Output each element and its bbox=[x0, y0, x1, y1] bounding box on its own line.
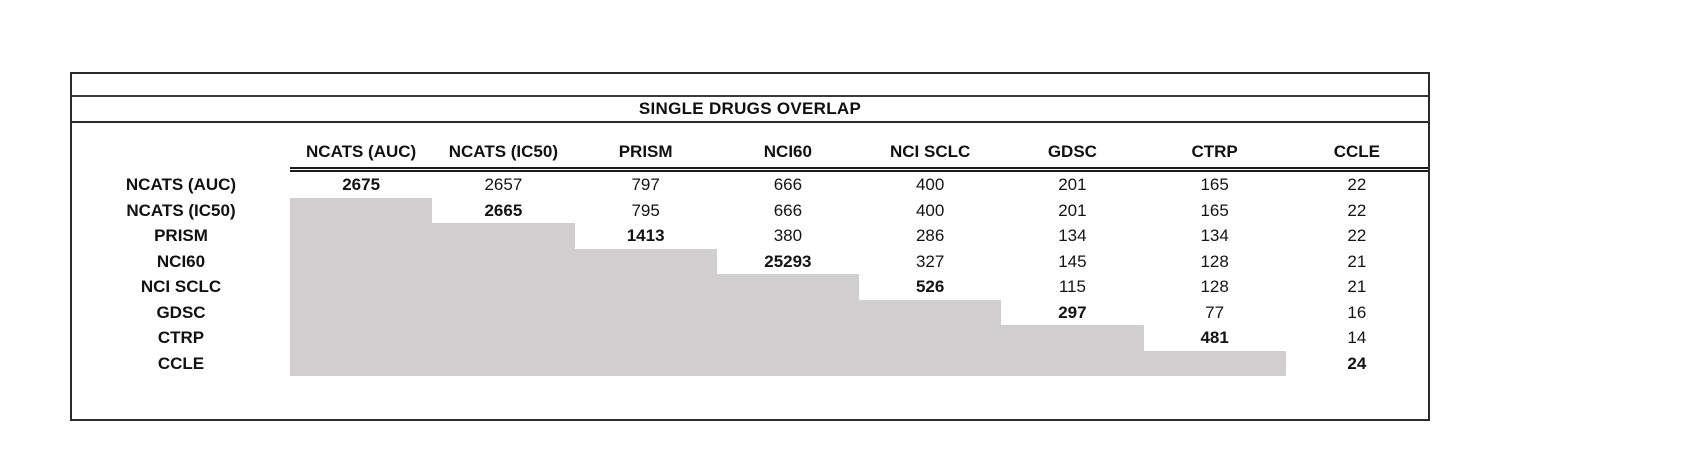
matrix-cell bbox=[716, 299, 859, 325]
matrix-cell: 115 bbox=[1058, 277, 1086, 296]
matrix-cell: 134 bbox=[1200, 226, 1229, 245]
row-header: NCATS (AUC) bbox=[125, 175, 237, 194]
matrix-cell bbox=[432, 223, 575, 249]
matrix-cell: 666 bbox=[773, 175, 803, 194]
matrix-cell: 797 bbox=[631, 175, 660, 194]
matrix-cell bbox=[574, 350, 717, 376]
matrix-cell: 526 bbox=[915, 277, 945, 296]
row-header: CCLE bbox=[157, 353, 205, 373]
matrix-cell bbox=[716, 274, 859, 300]
matrix-cell bbox=[1001, 325, 1144, 351]
matrix-cell: 21 bbox=[1347, 251, 1367, 271]
column-header: PRISM bbox=[574, 141, 717, 172]
matrix-cell bbox=[432, 325, 575, 351]
row-header: PRISM bbox=[154, 226, 208, 245]
matrix-cell bbox=[290, 197, 433, 223]
matrix-cell bbox=[290, 299, 433, 325]
matrix-cell bbox=[432, 299, 575, 325]
matrix-cell bbox=[290, 223, 433, 249]
matrix-cell: 16 bbox=[1347, 302, 1367, 322]
matrix-cell: 400 bbox=[915, 200, 945, 220]
matrix-cell: 1413 bbox=[626, 226, 665, 245]
matrix-cell bbox=[574, 248, 717, 274]
column-header: NCI SCLC bbox=[859, 141, 1002, 172]
matrix-cell bbox=[716, 325, 859, 351]
matrix-cell: 481 bbox=[1200, 328, 1229, 347]
single-drugs-overlap-table: SINGLE DRUGS OVERLAP NCATS (AUC) NCATS (I… bbox=[70, 72, 1430, 421]
row-header: NCATS (IC50) bbox=[126, 200, 236, 220]
matrix-cell: 795 bbox=[631, 200, 660, 220]
matrix-cell: 134 bbox=[1058, 226, 1087, 245]
matrix-cell bbox=[432, 274, 575, 300]
matrix-cell: 25293 bbox=[764, 251, 812, 271]
matrix-cell: 14 bbox=[1347, 328, 1367, 347]
column-header-corner bbox=[72, 141, 290, 167]
column-header: CTRP bbox=[1143, 141, 1286, 172]
matrix-cell: 22 bbox=[1347, 175, 1367, 194]
table-top-strip bbox=[72, 74, 1428, 97]
matrix-cell: 77 bbox=[1205, 302, 1225, 322]
matrix-cell bbox=[859, 325, 1002, 351]
matrix-cell: 327 bbox=[915, 251, 945, 271]
column-header: NCATS (IC50) bbox=[432, 141, 575, 172]
matrix-cell: 380 bbox=[773, 226, 803, 245]
column-header: NCI60 bbox=[716, 141, 859, 172]
row-header: NCI60 bbox=[156, 251, 206, 271]
matrix-cell: 2657 bbox=[484, 175, 523, 194]
matrix-cell: 128 bbox=[1200, 277, 1229, 296]
column-header: NCATS (AUC) bbox=[290, 141, 433, 172]
matrix-cell bbox=[290, 248, 433, 274]
matrix-cell bbox=[432, 248, 575, 274]
matrix-cell bbox=[574, 274, 717, 300]
table-title: SINGLE DRUGS OVERLAP bbox=[638, 99, 862, 118]
matrix-cell: 24 bbox=[1347, 353, 1367, 373]
row-header: CTRP bbox=[157, 328, 205, 347]
matrix-cell: 2675 bbox=[342, 175, 381, 194]
matrix-cell: 297 bbox=[1058, 302, 1087, 322]
matrix-cell bbox=[859, 299, 1002, 325]
matrix-cell: 145 bbox=[1058, 251, 1087, 271]
matrix-cell: 165 bbox=[1200, 200, 1229, 220]
overlap-matrix-grid: NCATS (AUC) NCATS (IC50) PRISM NCI60 NCI SCL… bbox=[72, 123, 1428, 376]
matrix-cell bbox=[290, 325, 433, 351]
row-header: GDSC bbox=[156, 302, 206, 322]
matrix-cell bbox=[432, 350, 575, 376]
matrix-cell: 128 bbox=[1200, 251, 1229, 271]
matrix-cell: 400 bbox=[915, 175, 945, 194]
column-header: GDSC bbox=[1001, 141, 1144, 172]
matrix-cell: 2665 bbox=[484, 200, 523, 220]
row-header: NCI SCLC bbox=[140, 277, 222, 296]
matrix-cell: 21 bbox=[1347, 277, 1367, 296]
column-header: CCLE bbox=[1285, 141, 1428, 172]
matrix-cell: 22 bbox=[1347, 200, 1367, 220]
matrix-cell: 165 bbox=[1200, 175, 1229, 194]
table-title-row: SINGLE DRUGS OVERLAP bbox=[72, 97, 1428, 123]
matrix-cell bbox=[1001, 350, 1144, 376]
matrix-cell bbox=[716, 350, 859, 376]
matrix-cell: 666 bbox=[773, 200, 803, 220]
matrix-cell bbox=[574, 299, 717, 325]
matrix-cell bbox=[574, 325, 717, 351]
matrix-cell bbox=[859, 350, 1002, 376]
matrix-cell: 286 bbox=[915, 226, 945, 245]
matrix-cell bbox=[1143, 350, 1286, 376]
matrix-cell: 201 bbox=[1058, 200, 1087, 220]
matrix-cell: 22 bbox=[1347, 226, 1367, 245]
matrix-cell: 201 bbox=[1058, 175, 1087, 194]
matrix-cell bbox=[290, 350, 433, 376]
matrix-cell bbox=[290, 274, 433, 300]
